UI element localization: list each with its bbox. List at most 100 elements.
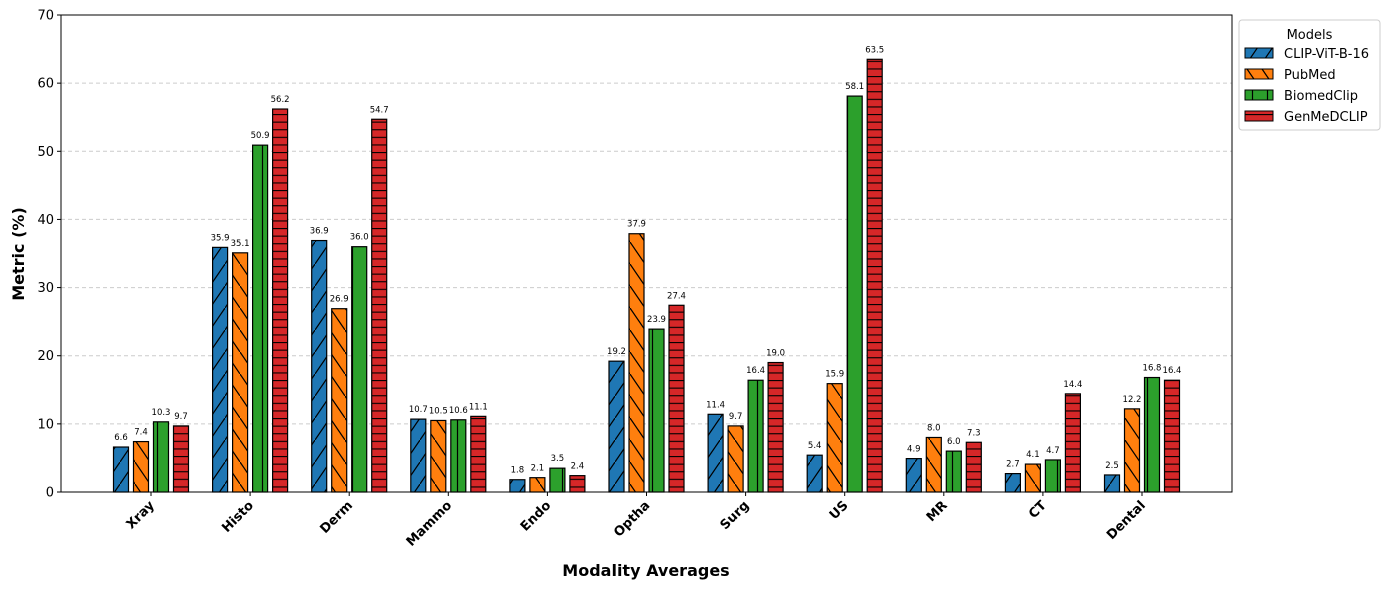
bar-group: 16.8 [1143, 364, 1161, 493]
bar-group: 36.9 [310, 227, 329, 493]
data-label: 27.4 [667, 291, 686, 301]
bar-group: 4.1 [1024, 450, 1042, 493]
bar-group: 37.9 [627, 220, 646, 493]
data-label: 2.4 [571, 462, 585, 472]
bar-group: 10.3 [152, 408, 170, 493]
data-label: 7.4 [134, 428, 148, 438]
bars: 6.67.410.3 9.735.935.150.956.236.926.936.… [112, 45, 1182, 493]
bar-group: 11.1 [469, 402, 488, 493]
data-label: 35.1 [231, 239, 250, 249]
bar-group: 50.9 [251, 131, 270, 493]
bar-hatch [1143, 376, 1161, 493]
legend: Models CLIP-ViT-B-16 PubMed BiomedClip GenM… [1238, 19, 1381, 131]
data-label: 10.7 [409, 405, 428, 415]
bar-hatch [925, 436, 942, 493]
bar-hatch [252, 144, 269, 493]
data-label: 19.2 [607, 347, 626, 357]
data-label: 3.5 [551, 454, 565, 464]
legend-swatch-hatch [1244, 89, 1274, 101]
x-tick-label: MR [924, 498, 951, 525]
bar-group: 14.4 [1063, 380, 1082, 493]
bar-hatch [410, 418, 427, 493]
bar-group: 35.9 [211, 233, 230, 493]
bar-hatch [608, 360, 625, 493]
data-label: 2.1 [531, 464, 545, 474]
x-tick-label: Histo [219, 498, 257, 536]
bar-hatch [747, 379, 764, 493]
bar-hatch [212, 246, 229, 493]
bar-group: 19.0 [766, 349, 785, 493]
bar-hatch [846, 95, 863, 493]
bar-hatch [351, 246, 368, 493]
bar-hatch [509, 479, 526, 493]
bar-group: 5.4 [806, 441, 823, 493]
data-label: 9.7 [729, 412, 743, 422]
data-label: 2.7 [1006, 460, 1020, 470]
bar-hatch [945, 450, 962, 493]
x-axis: Xray Histo Derm Mammo Endo Optha Surg US MR CT Den… [124, 492, 1149, 550]
bar-group: 8.0 [925, 423, 942, 493]
x-axis-label: Modality Averages [562, 561, 729, 580]
bar-hatch [112, 446, 130, 493]
data-label: 5.4 [808, 441, 822, 451]
data-label: 10.6 [449, 406, 468, 416]
legend-swatch-hatch [1244, 47, 1274, 59]
bar-group: 2.5 [1103, 461, 1121, 493]
data-label: 9.7 [174, 412, 188, 422]
bar-hatch [331, 308, 348, 493]
legend-label: CLIP-ViT-B-16 [1284, 47, 1369, 62]
bar-group: 23.9 [647, 315, 666, 493]
bar-hatch [232, 252, 249, 493]
bar-group: 9.7 [172, 412, 190, 493]
bar-hatch [470, 415, 487, 493]
y-tick-label: 60 [37, 77, 54, 92]
data-label: 19.0 [766, 349, 785, 359]
bar-group: 11.4 [706, 400, 725, 493]
y-axis: 0 10 20 30 40 50 60 70 [37, 9, 61, 501]
bar-group: 7.3 [965, 428, 982, 493]
bar-hatch [549, 467, 566, 493]
data-label: 15.9 [825, 370, 844, 380]
data-label: 4.9 [907, 445, 921, 455]
bar-group: 36.0 [350, 233, 369, 493]
data-label: 7.3 [967, 428, 981, 438]
bar-hatch [1004, 473, 1022, 493]
bar-group: 15.9 [825, 370, 844, 493]
data-label: 16.4 [1163, 366, 1182, 376]
bar-hatch [806, 454, 823, 493]
bar-hatch [826, 383, 843, 493]
y-tick-label: 0 [46, 486, 54, 501]
bar-hatch [866, 58, 883, 493]
bar-group: 9.7 [727, 412, 744, 493]
x-tick-label: Dental [1104, 498, 1149, 543]
data-label: 37.9 [627, 220, 646, 230]
legend-swatch-hatch [1244, 68, 1274, 80]
bar-hatch [965, 441, 982, 493]
legend-label: PubMed [1284, 68, 1336, 83]
bar-group: 35.1 [231, 239, 250, 493]
bar-hatch [668, 304, 685, 493]
data-label: 10.5 [429, 406, 448, 416]
bar-group: 2.1 [529, 464, 546, 493]
legend-label: GenMeDCLIP [1284, 110, 1368, 125]
bar-hatch [172, 425, 190, 493]
bar-group: 16.4 [1163, 366, 1182, 493]
data-label: 6.0 [947, 437, 961, 447]
data-label: 36.9 [310, 227, 329, 237]
data-label: 11.4 [706, 400, 725, 410]
bar-hatch [430, 419, 447, 493]
x-tick-label: Xray [124, 498, 159, 533]
x-tick-label: US [827, 498, 852, 523]
y-axis-label: Metric (%) [9, 207, 28, 301]
data-label: 54.7 [370, 105, 389, 115]
bar-group: 54.7 [370, 105, 389, 493]
bar-group: 10.6 [449, 406, 468, 493]
bar-group: 7.4 [132, 428, 150, 493]
bar-hatch [628, 233, 645, 493]
data-label: 26.9 [330, 295, 349, 305]
bar-hatch [1024, 463, 1042, 493]
bar-group: 16.4 [746, 366, 765, 493]
legend-label: BiomedClip [1284, 89, 1358, 104]
data-label: 58.1 [845, 82, 864, 92]
